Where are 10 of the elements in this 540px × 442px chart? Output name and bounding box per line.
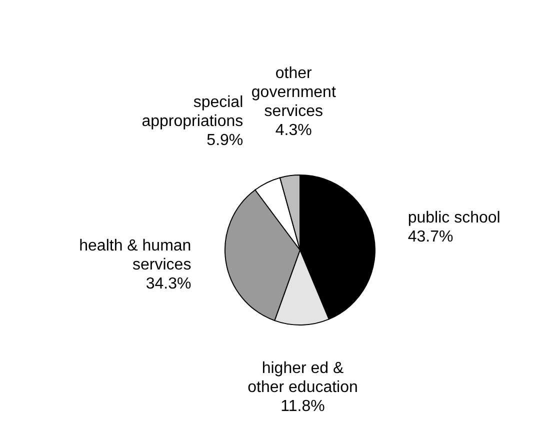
data-label: 5.9% <box>206 132 244 150</box>
data-label: 11.8% <box>280 398 325 415</box>
slice-label: higher ed & other education <box>248 360 358 396</box>
data-label: 34.3% <box>146 276 192 293</box>
slice-label: other government services <box>251 65 336 120</box>
slice-label: health & human services <box>79 238 192 274</box>
slice-label: special appropriations <box>142 94 244 130</box>
data-label: 4.3% <box>275 122 312 139</box>
slice-label: public school <box>408 209 500 226</box>
data-label: 43.7% <box>408 228 454 246</box>
